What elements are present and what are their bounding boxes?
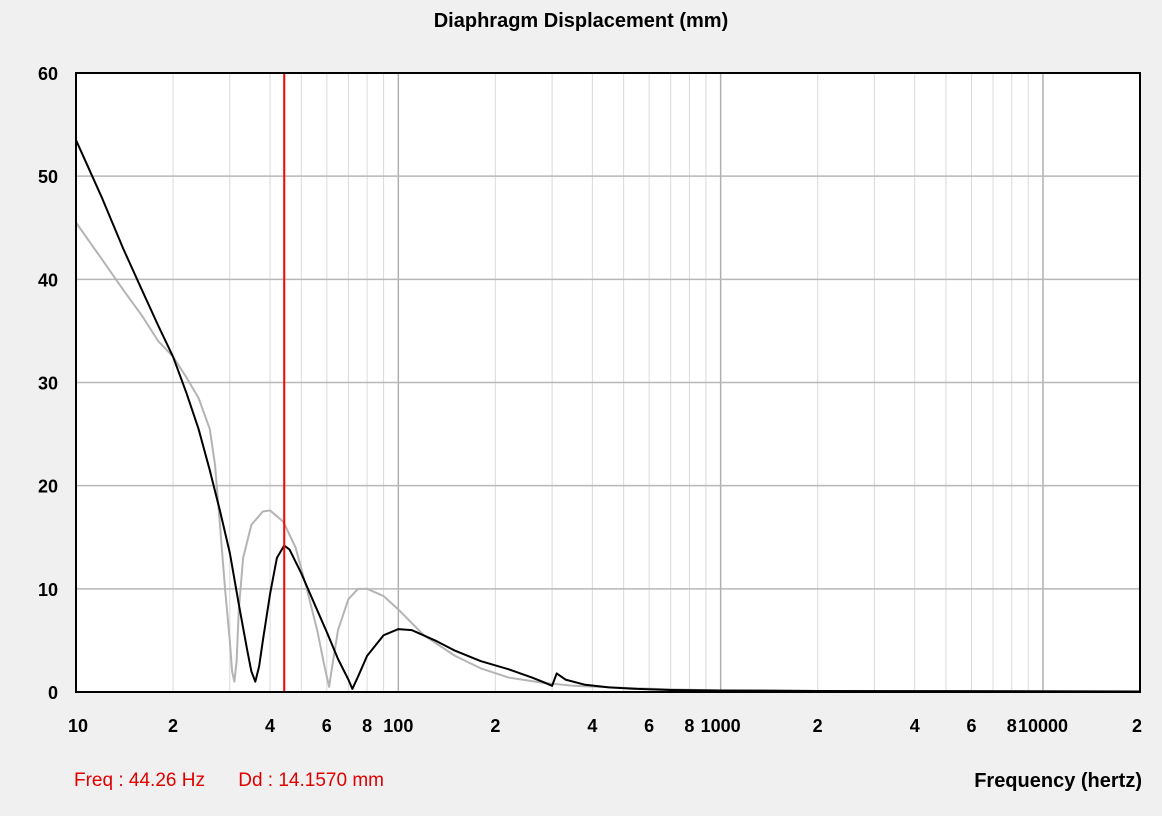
x-tick-label: 8	[684, 716, 694, 736]
y-tick-label: 40	[38, 270, 58, 290]
x-tick-label: 10000	[1018, 716, 1068, 736]
y-tick-label: 10	[38, 580, 58, 600]
y-tick-label: 60	[38, 64, 58, 84]
x-axis-label: Frequency (hertz)	[974, 770, 1142, 792]
y-tick-label: 30	[38, 374, 58, 394]
x-tick-label: 6	[966, 716, 976, 736]
plot-frame	[75, 72, 1141, 693]
chart-title: Diaphragm Displacement (mm)	[433, 10, 729, 32]
x-tick-label: 2	[168, 716, 178, 736]
x-tick-label: 4	[910, 716, 920, 736]
y-tick-label: 0	[48, 683, 58, 703]
y-tick-label: 20	[38, 477, 58, 497]
x-tick-label: 4	[265, 716, 275, 736]
y-tick-label: 50	[38, 167, 58, 187]
black-series-line	[75, 139, 1141, 693]
x-tick-label: 100	[383, 716, 413, 736]
gray-series-line	[75, 222, 1141, 693]
x-tick-label: 2	[1132, 716, 1142, 736]
x-tick-label: 2	[813, 716, 823, 736]
x-tick-label: 8	[362, 716, 372, 736]
displacement-readout: Dd : 14.1570 mm	[238, 770, 384, 791]
x-tick-label: 8	[1007, 716, 1017, 736]
x-tick-label: 2	[490, 716, 500, 736]
x-tick-label: 1000	[701, 716, 741, 736]
x-tick-label: 6	[322, 716, 332, 736]
x-tick-label: 6	[644, 716, 654, 736]
freq-readout: Freq : 44.26 Hz	[74, 770, 205, 791]
cursor-readout: Freq : 44.26 Hz Dd : 14.1570 mm	[74, 770, 412, 792]
x-tick-label: 4	[587, 716, 597, 736]
x-tick-label: 10	[68, 716, 88, 736]
